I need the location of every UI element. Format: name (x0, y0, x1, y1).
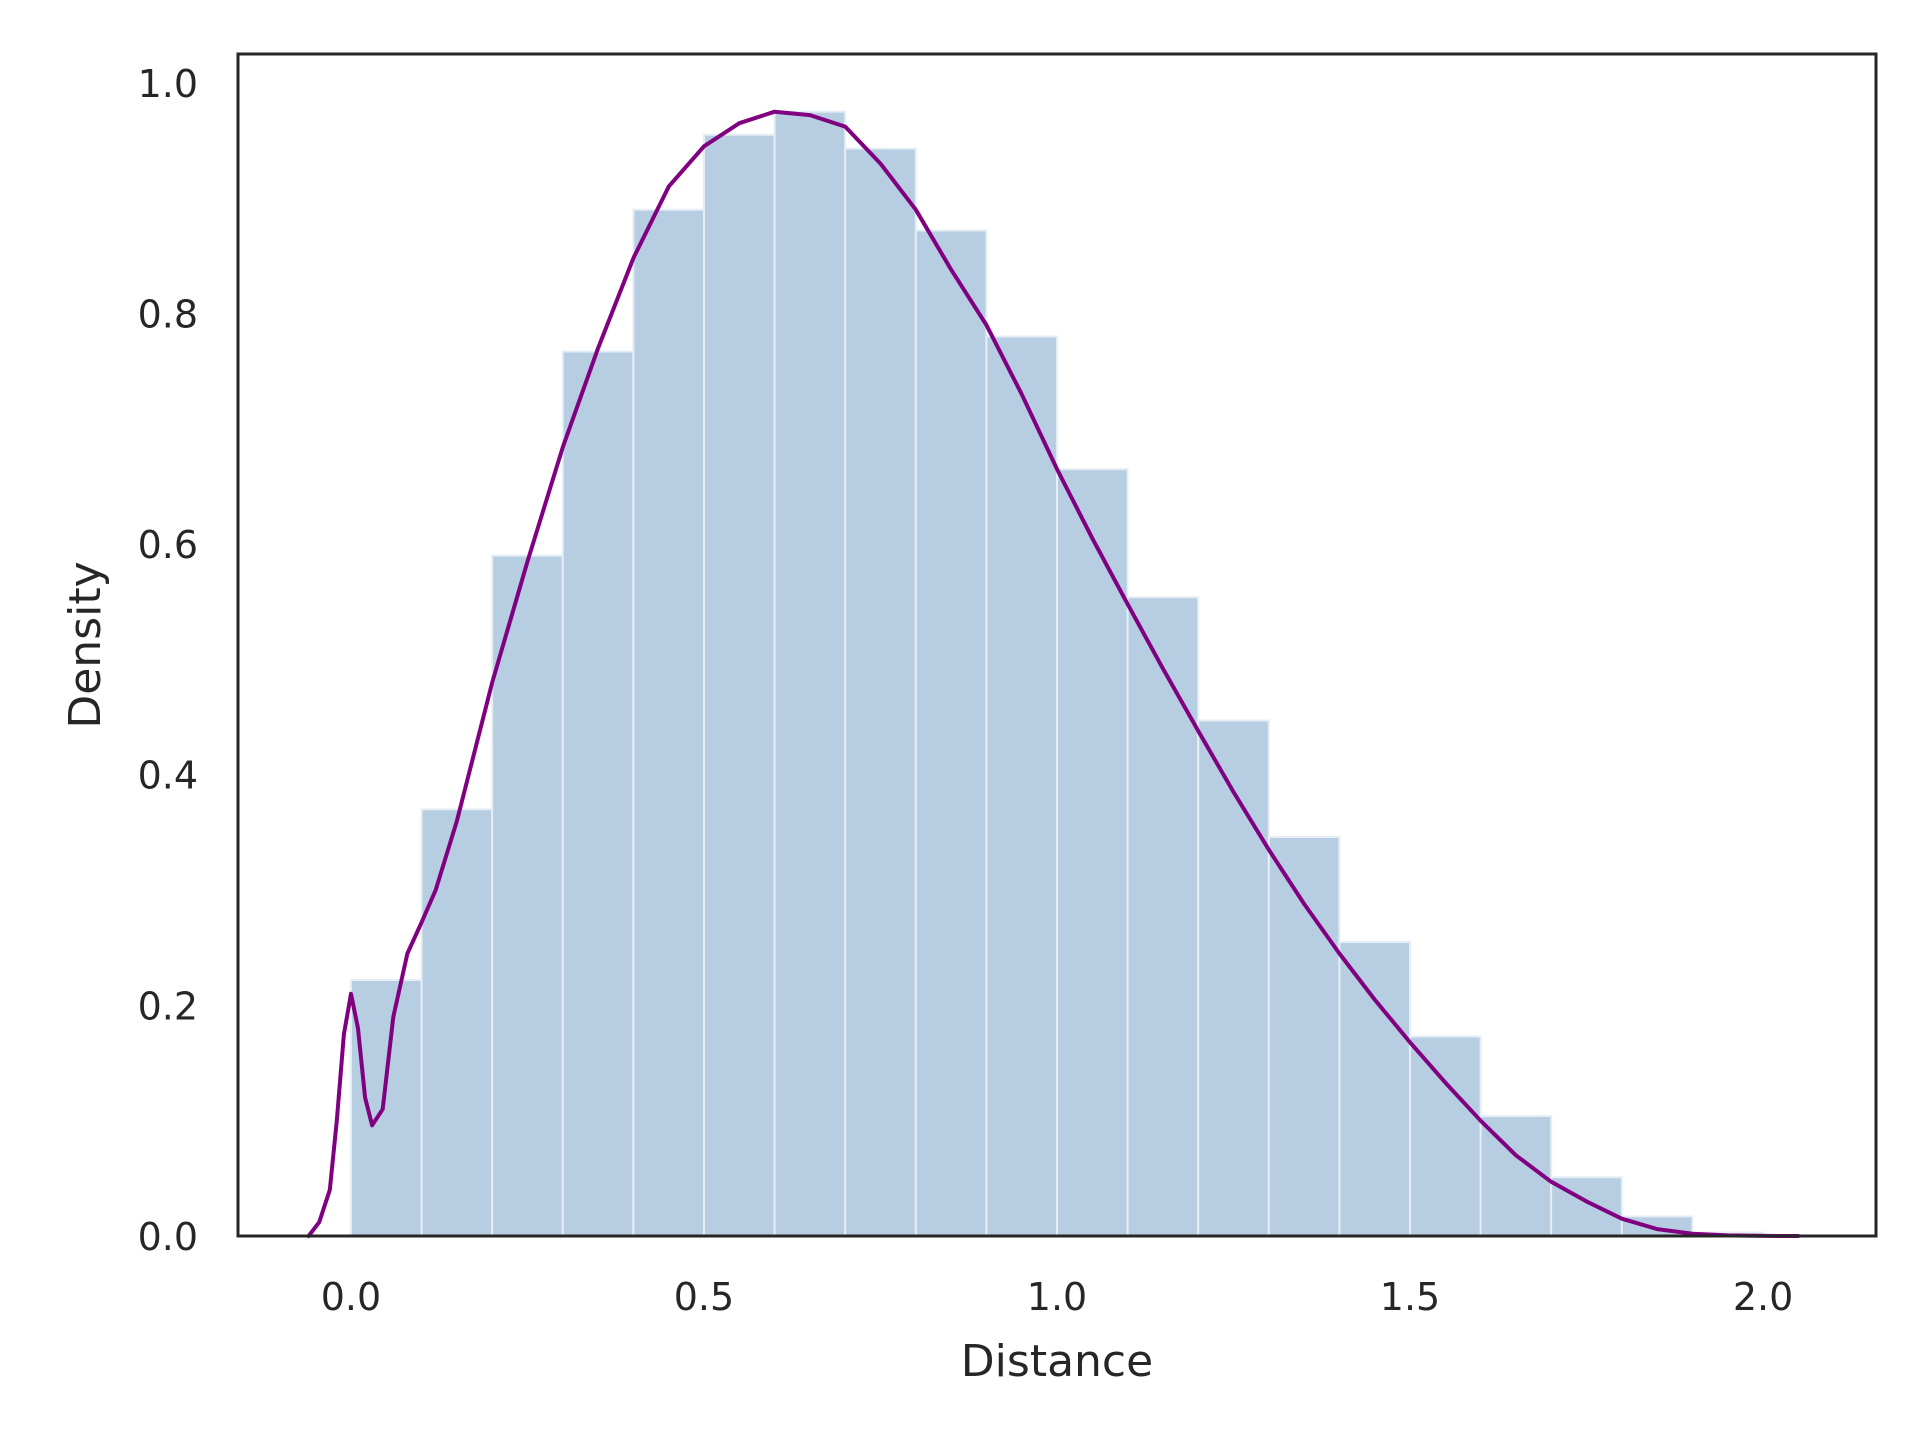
y-tick-label: 1.0 (138, 62, 198, 106)
y-tick-label: 0.0 (138, 1215, 198, 1259)
x-tick-label: 1.0 (1027, 1275, 1087, 1319)
x-axis-label: Distance (961, 1336, 1153, 1387)
x-tick-label: 1.5 (1380, 1275, 1440, 1319)
histogram-bar (1197, 719, 1270, 1237)
histogram-bar (985, 335, 1058, 1237)
plot-frame (236, 52, 1878, 1238)
histogram-bar (844, 147, 917, 1237)
histogram-bar (491, 554, 564, 1237)
histogram-bar (1056, 468, 1129, 1237)
x-axis-ticks: 0.0 0.5 1.0 1.5 2.0 (321, 1275, 1794, 1319)
histogram-bar (1409, 1035, 1482, 1237)
y-tick-label: 0.8 (138, 292, 198, 336)
kde-line (306, 109, 1801, 1238)
histogram-bars (349, 110, 1765, 1238)
histogram-bar (632, 208, 705, 1237)
histogram-bar (561, 350, 635, 1237)
y-tick-label: 0.4 (138, 754, 198, 798)
histogram-bar (1267, 836, 1341, 1237)
histogram-bar (702, 133, 776, 1238)
y-tick-label: 0.2 (138, 984, 198, 1028)
histogram-bar (773, 110, 847, 1237)
histogram-bar (1338, 940, 1412, 1237)
y-axis-label: Density (60, 561, 111, 728)
histogram-bar (1479, 1115, 1553, 1237)
x-tick-label: 2.0 (1733, 1275, 1793, 1319)
histogram-bar (420, 808, 494, 1237)
x-tick-label: 0.0 (321, 1275, 381, 1319)
x-tick-label: 0.5 (674, 1275, 734, 1319)
histogram-bar (349, 978, 423, 1237)
y-axis-ticks: 0.0 0.2 0.4 0.6 0.8 1.0 (138, 62, 198, 1259)
histogram-bar (914, 229, 988, 1237)
kde-curve-layer (306, 109, 1801, 1238)
y-tick-label: 0.6 (138, 523, 198, 567)
histogram-bar (1126, 596, 1200, 1237)
